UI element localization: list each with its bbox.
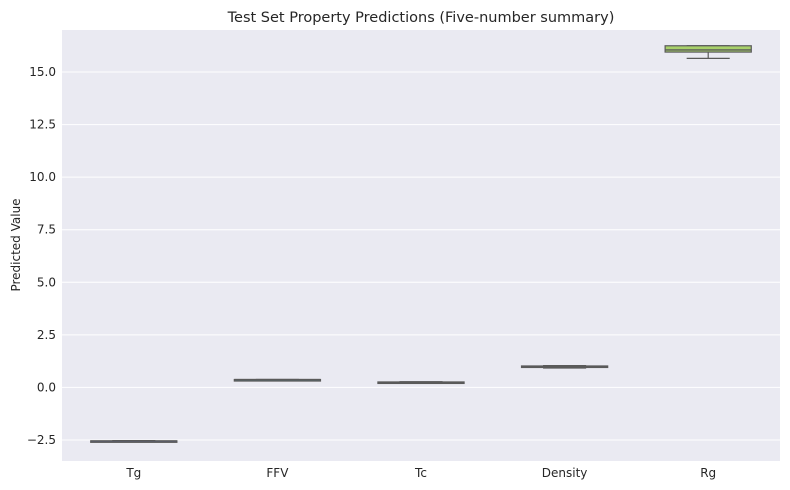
x-tick-label: Tc [414,466,427,480]
box-ffv [233,378,322,382]
box-tg [90,440,178,443]
y-tick-label: 2.5 [37,328,56,342]
y-tick-label: 12.5 [29,118,56,132]
box-density [520,364,609,369]
y-tick-label: 10.0 [29,170,56,184]
x-tick-label: Tg [125,466,141,480]
x-tick-label: Density [542,466,588,480]
box-iqr [664,45,752,53]
y-tick-label: −2.5 [27,433,56,447]
x-tick-label: FFV [266,466,289,480]
plot-area [62,30,780,461]
x-tick-labels: Tg FFV Tc Density Rg [125,466,716,480]
y-tick-label: 15.0 [29,65,56,79]
chart-title: Test Set Property Predictions (Five-numb… [227,10,615,26]
y-tick-label: 0.0 [37,380,56,394]
y-tick-label: 5.0 [37,275,56,289]
y-axis-label: Predicted Value [9,198,23,291]
grid-lines [62,71,780,441]
y-tick-label: 7.5 [37,223,56,237]
box-rg [664,45,752,59]
x-tick-label: Rg [700,466,716,480]
y-tick-labels: −2.5 0.0 2.5 5.0 7.5 10.0 12.5 15.0 [27,65,56,447]
box-plots [90,45,752,443]
box-tc [377,381,465,385]
